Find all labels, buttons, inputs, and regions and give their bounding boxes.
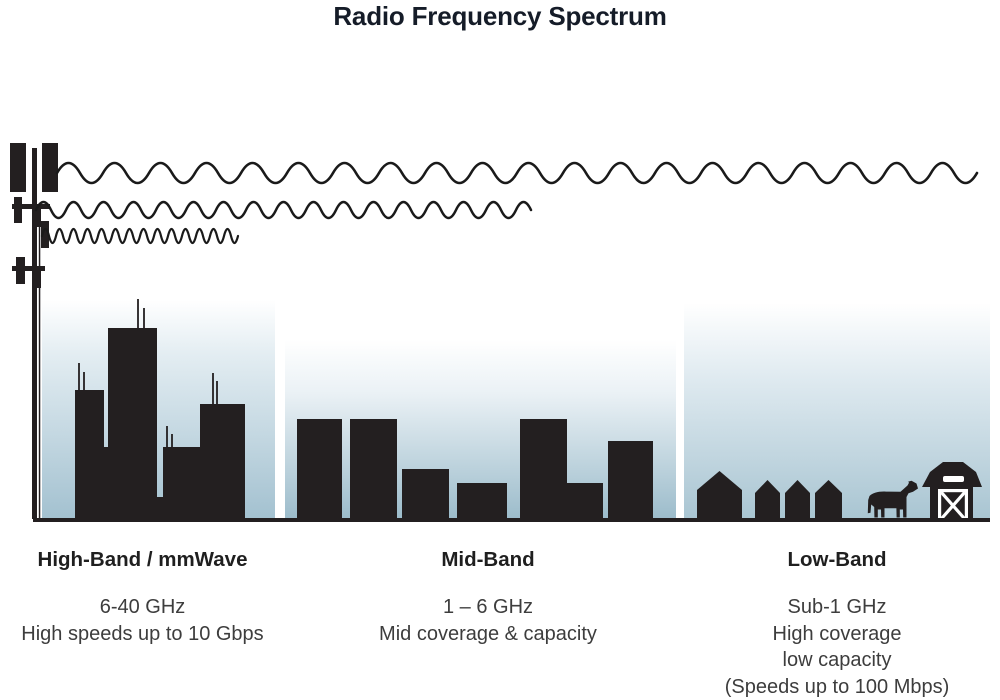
skyscraper <box>163 447 200 519</box>
band-heading-high: High-Band / mmWave <box>37 548 248 571</box>
medium-wavelength-wave <box>34 200 533 220</box>
spectrum-illustration <box>10 143 990 522</box>
band-label-high: High-Band / mmWave 6-40 GHz High speeds … <box>0 548 285 647</box>
mid-rise-building <box>402 469 449 519</box>
mid-rise-building <box>567 483 603 519</box>
band-description-low-2: low capacity <box>782 649 892 671</box>
page-title: Radio Frequency Spectrum <box>333 1 667 31</box>
band-frequency-low: Sub-1 GHz <box>787 596 887 618</box>
barn-vent <box>943 476 964 482</box>
tower-side-antenna <box>16 257 25 284</box>
band-description-low-1: High coverage <box>772 622 902 645</box>
tower-antenna-panel <box>42 143 58 192</box>
band-description-low-3: (Speeds up to 100 Mbps) <box>724 675 950 698</box>
band-label-mid: Mid-Band 1 – 6 GHz Mid coverage & capaci… <box>290 548 686 647</box>
skyscraper <box>157 497 164 519</box>
rural-scene-low-band <box>697 462 982 521</box>
cell-tower <box>10 143 58 519</box>
cow-icon <box>867 480 918 518</box>
mid-rise-building <box>297 419 342 519</box>
ground-line <box>33 518 990 522</box>
band-frequency-high: 6-40 GHz <box>99 596 186 618</box>
tower-crossbar <box>12 204 50 209</box>
skyscraper <box>103 447 109 519</box>
skyscraper <box>75 390 104 519</box>
tower-side-antenna <box>41 221 49 248</box>
house-icon <box>815 480 842 519</box>
radio-waves <box>34 161 979 245</box>
ground <box>33 518 990 522</box>
tower-cable <box>38 212 41 518</box>
house-icon <box>755 480 780 519</box>
band-heading-mid: Mid-Band <box>441 548 535 571</box>
skyscraper <box>108 328 157 519</box>
long-wavelength-wave <box>55 161 979 185</box>
barn-door-cross-2 <box>939 491 967 521</box>
house-icon <box>785 480 810 519</box>
house-icon <box>697 471 742 519</box>
tower-mast <box>32 148 37 519</box>
band-description-high: High speeds up to 10 Gbps <box>21 622 264 645</box>
tower-crossbar <box>12 266 45 271</box>
mid-rise-building <box>608 441 653 519</box>
mid-rise-building <box>457 483 507 519</box>
tower-side-antenna <box>14 197 22 223</box>
tower-antenna-panel <box>10 143 26 192</box>
barn-icon <box>922 462 982 521</box>
band-frequency-mid: 1 – 6 GHz <box>442 596 534 618</box>
band-label-low: Low-Band Sub-1 GHz High coverage low cap… <box>682 548 992 700</box>
barn-roof <box>922 462 982 487</box>
short-wavelength-wave <box>40 227 240 245</box>
town-buildings-mid-band <box>297 419 653 519</box>
tower-mount-stub <box>37 209 41 227</box>
band-description-mid: Mid coverage & capacity <box>379 622 597 645</box>
mid-rise-building <box>520 419 567 519</box>
band-heading-low: Low-Band <box>787 548 887 571</box>
skyscraper <box>200 404 245 519</box>
band-labels: High-Band / mmWave 6-40 GHz High speeds … <box>0 548 1000 700</box>
city-skyline-high-band <box>75 299 245 519</box>
mid-rise-building <box>350 419 397 519</box>
tower-mount-stub <box>37 271 41 288</box>
